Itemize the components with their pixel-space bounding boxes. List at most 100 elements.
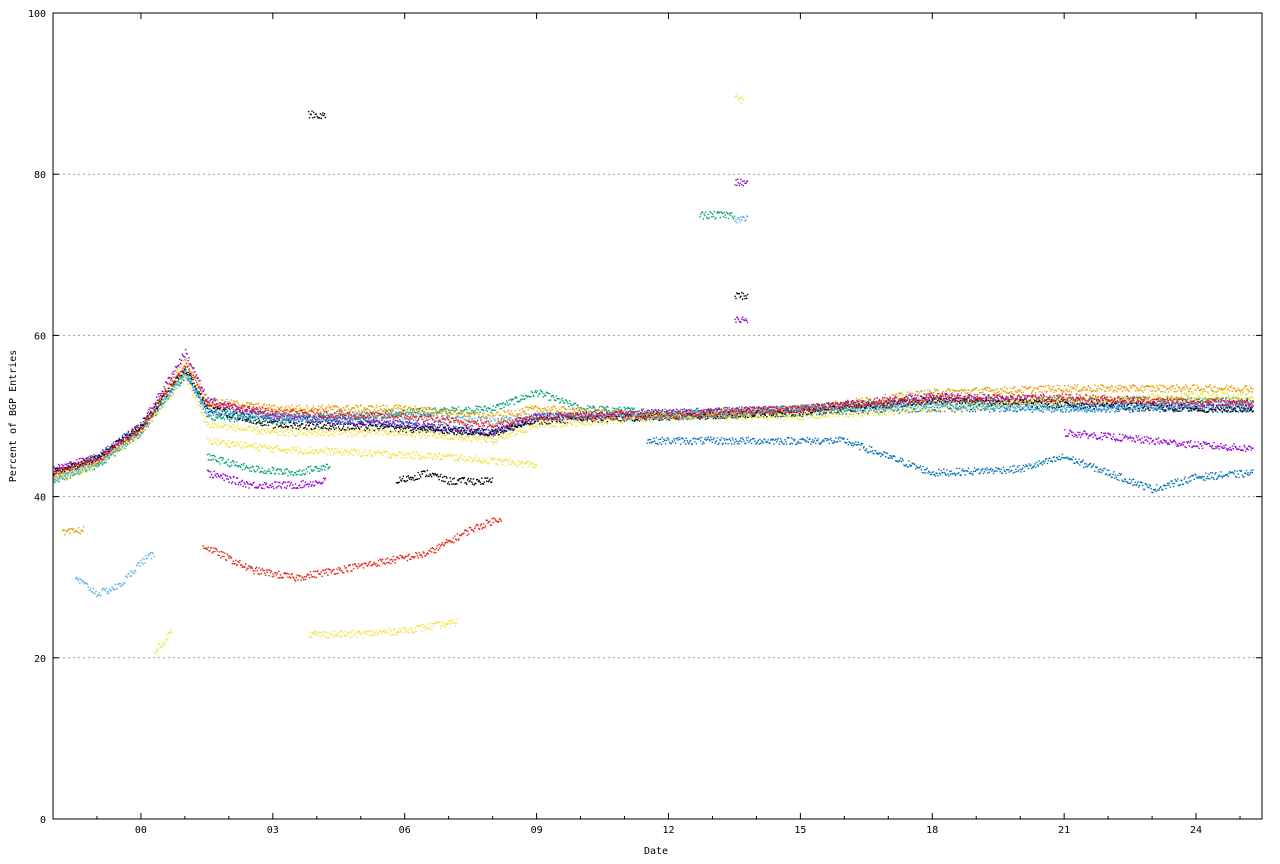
- data-point: [330, 419, 331, 420]
- data-point: [516, 398, 517, 399]
- data-point: [455, 426, 456, 427]
- data-point: [1116, 391, 1117, 392]
- data-point: [300, 408, 301, 409]
- data-point: [1242, 391, 1243, 392]
- data-point: [199, 380, 200, 381]
- data-point: [614, 408, 615, 409]
- data-point: [148, 409, 149, 410]
- data-point: [482, 413, 483, 414]
- data-point: [1077, 384, 1078, 385]
- data-point: [1231, 409, 1232, 410]
- data-point: [196, 395, 197, 396]
- data-point: [989, 411, 990, 412]
- data-point: [1068, 391, 1069, 392]
- data-point: [1139, 390, 1140, 391]
- data-point: [456, 409, 457, 410]
- data-point: [1207, 391, 1208, 392]
- data-point: [328, 405, 329, 406]
- data-point: [919, 393, 920, 394]
- data-point: [367, 415, 368, 416]
- data-point: [1175, 411, 1176, 412]
- data-point: [226, 399, 227, 400]
- data-point: [143, 421, 144, 422]
- data-point: [503, 425, 504, 426]
- data-point: [442, 424, 443, 425]
- data-point: [404, 409, 405, 410]
- data-point: [376, 421, 377, 422]
- data-point: [952, 401, 953, 402]
- data-point: [80, 458, 81, 459]
- data-point: [566, 400, 567, 401]
- data-point: [1067, 391, 1068, 392]
- data-point: [1182, 388, 1183, 389]
- data-point: [401, 408, 402, 409]
- data-point: [1022, 392, 1023, 393]
- data-point: [182, 360, 183, 361]
- data-point: [591, 407, 592, 408]
- data-point: [484, 405, 485, 406]
- data-point: [1058, 388, 1059, 389]
- data-point: [1233, 387, 1234, 388]
- data-point: [245, 405, 246, 406]
- data-point: [153, 408, 154, 409]
- data-point: [412, 427, 413, 428]
- data-point: [257, 409, 258, 410]
- data-point: [1232, 391, 1233, 392]
- data-point: [739, 406, 740, 407]
- data-point: [295, 408, 296, 409]
- data-point: [567, 401, 568, 402]
- data-point: [232, 403, 233, 404]
- data-point: [524, 398, 525, 399]
- data-point: [390, 420, 391, 421]
- data-point: [1019, 391, 1020, 392]
- data-point: [916, 411, 917, 412]
- data-point: [948, 388, 949, 389]
- data-point: [320, 411, 321, 412]
- data-point: [607, 406, 608, 407]
- data-point: [1111, 385, 1112, 386]
- data-point: [1187, 388, 1188, 389]
- data-point: [403, 423, 404, 424]
- data-point: [1027, 405, 1028, 406]
- data-point: [534, 392, 535, 393]
- data-point: [355, 410, 356, 411]
- data-point: [1070, 386, 1071, 387]
- data-point: [571, 405, 572, 406]
- data-point: [544, 407, 545, 408]
- data-point: [1247, 389, 1248, 390]
- data-point: [286, 417, 287, 418]
- data-point: [469, 408, 470, 409]
- data-point: [1131, 386, 1132, 387]
- data-point: [634, 408, 635, 409]
- data-point: [276, 416, 277, 417]
- data-point: [319, 421, 320, 422]
- data-point: [521, 395, 522, 396]
- data-point: [881, 412, 882, 413]
- data-point: [1108, 390, 1109, 391]
- data-point: [1249, 390, 1250, 391]
- data-point: [188, 378, 189, 379]
- data-point: [606, 410, 607, 411]
- data-point: [140, 422, 141, 423]
- data-point: [1133, 411, 1134, 412]
- data-point: [371, 420, 372, 421]
- data-point: [1118, 388, 1119, 389]
- data-point: [438, 413, 439, 414]
- data-point: [285, 422, 286, 423]
- data-point: [508, 400, 509, 401]
- data-point: [173, 374, 174, 375]
- data-point: [1213, 391, 1214, 392]
- data-point: [476, 408, 477, 409]
- data-point: [1014, 410, 1015, 411]
- data-point: [177, 369, 178, 370]
- data-point: [378, 410, 379, 411]
- data-point: [438, 428, 439, 429]
- data-point: [461, 413, 462, 414]
- data-point: [448, 409, 449, 410]
- data-point: [861, 398, 862, 399]
- data-point: [501, 408, 502, 409]
- data-point: [378, 422, 379, 423]
- data-point: [615, 408, 616, 409]
- data-point: [1030, 409, 1031, 410]
- data-point: [528, 409, 529, 410]
